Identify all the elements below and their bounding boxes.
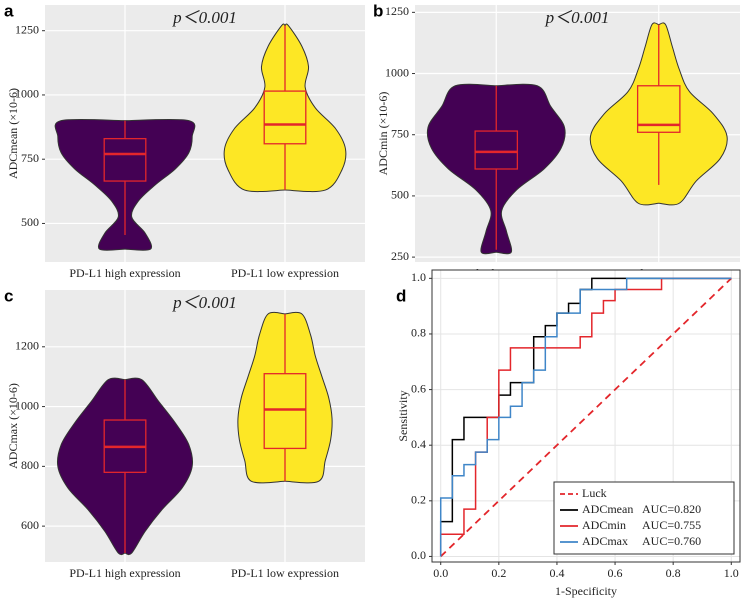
legend-box [553,481,735,555]
y-tick-label: 1000 [385,65,409,79]
violin [237,311,333,484]
legend-label: ADCmin [582,518,626,532]
y-axis-title: Sensitivity [396,390,410,441]
y-tick-label: 0.8 [411,326,426,340]
y-tick-label: 0.0 [411,548,426,562]
y-tick-label: 0.4 [411,437,426,451]
plot-border [431,269,741,563]
box [263,373,307,450]
p-value: p＜0.001 [172,293,237,312]
panel-letter: c [4,286,13,305]
box [636,85,681,133]
y-tick-label: 1000 [15,398,39,412]
legend-auc: AUC=0.760 [642,534,701,548]
y-tick-label: 500 [391,188,409,202]
y-axis-title: ADCmean (×10-6) [6,88,20,179]
p-value: p＜0.001 [545,8,610,27]
x-axis-title: 1-Specificity [555,584,617,598]
y-tick-label: 750 [391,126,409,140]
box [474,130,519,170]
x-tick-label: 0.4 [549,566,564,580]
legend-label: ADCmean [582,502,633,516]
y-tick-label: 600 [21,518,39,532]
panel-letter: d [396,286,406,305]
panel-letter: a [4,1,14,20]
legend-label: ADCmax [582,534,628,548]
legend-label: Luck [582,486,607,500]
y-tick-label: 1.0 [411,270,426,284]
x-tick-label: PD-L1 high expression [69,566,180,580]
x-tick-label: 0.6 [608,566,623,580]
x-tick-label: 0.0 [433,566,448,580]
box [263,90,307,145]
legend-auc: AUC=0.755 [642,518,701,532]
x-tick-label: 0.8 [666,566,681,580]
y-tick-label: 750 [21,151,39,165]
y-tick-label: 0.2 [411,493,426,507]
y-tick-label: 1000 [15,87,39,101]
panel-letter: b [373,1,383,20]
y-tick-label: 1250 [15,22,39,36]
y-tick-label: 1200 [15,339,39,353]
roc-curve [439,277,732,557]
violin [56,377,194,556]
roc-curve [439,277,732,557]
y-tick-label: 800 [21,458,39,472]
box [103,137,147,182]
x-tick-label: PD-L1 low expression [231,266,339,280]
x-tick-label: 0.2 [491,566,506,580]
legend-auc: AUC=0.820 [642,502,701,516]
x-tick-label: 1.0 [724,566,739,580]
y-tick-label: 500 [21,215,39,229]
p-value: p＜0.001 [172,8,237,27]
x-tick-label: PD-L1 high expression [69,266,180,280]
y-tick-label: 250 [391,249,409,263]
y-axis-title: ADCmax (×10-6) [6,383,20,469]
y-tick-label: 1250 [385,4,409,18]
y-tick-label: 0.6 [411,381,426,395]
x-tick-label: PD-L1 low expression [231,566,339,580]
y-axis-title: ADCmin (×10-6) [376,92,390,176]
